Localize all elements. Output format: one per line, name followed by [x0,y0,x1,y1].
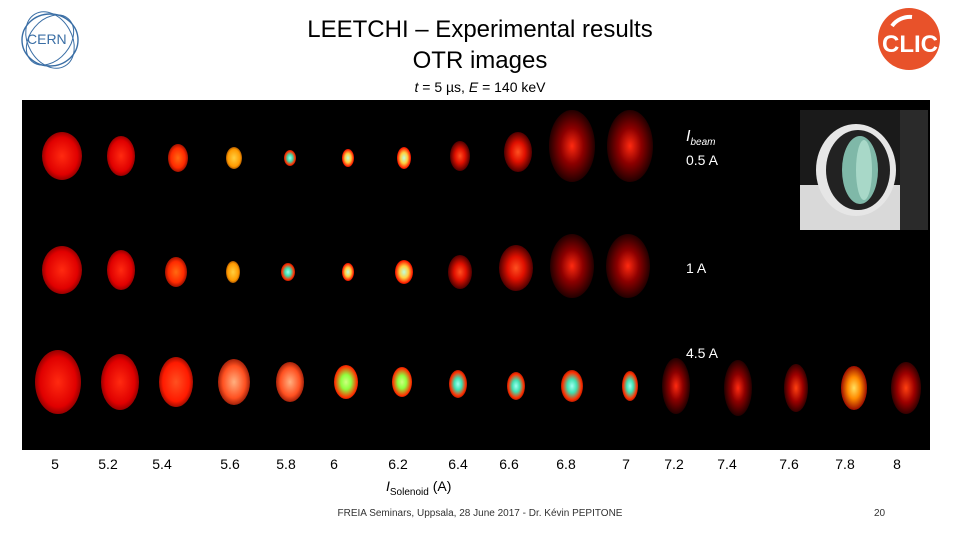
otr-spot [107,250,135,290]
otr-spot [107,136,135,176]
otr-image-panel: Ibeam 0.5 A 1 A 4.5 A [22,100,930,450]
otr-spot [42,246,82,294]
otr-spot [101,354,139,410]
cern-logo: CERN [21,11,79,69]
subtitle-e-value: = 140 keV [478,79,546,95]
title-line-1: LEETCHI – Experimental results [307,16,653,43]
otr-spot [276,362,304,402]
otr-spot [42,132,82,180]
otr-spot [724,360,752,416]
otr-spot [334,365,358,399]
slide-subtitle: t = 5 µs, E = 140 keV [0,79,960,95]
x-tick-label: 6.6 [499,456,519,472]
otr-spot [226,261,240,283]
otr-spot [284,150,296,166]
otr-spot [504,132,532,172]
x-tick-label: 6.2 [388,456,408,472]
x-tick-label: 6.8 [556,456,576,472]
otr-spot [218,359,250,405]
x-tick-label: 7.8 [835,456,855,472]
row-label-beam-symbol: I [686,128,691,145]
x-axis-label-symbol: I [386,478,390,494]
x-axis-label-sub: Solenoid [389,486,429,498]
row-label-0-5a: 0.5 A [686,152,718,168]
otr-spot [662,358,690,414]
x-axis-label-unit: (A) [428,478,452,494]
x-tick-label: 7.2 [664,456,684,472]
x-axis-label: ISolenoid (A) [386,478,451,498]
x-tick-label: 5 [51,456,59,472]
otr-screen-photo [800,110,928,230]
x-tick-label: 7 [622,456,630,472]
otr-spot [607,110,653,182]
x-tick-label: 6 [330,456,338,472]
x-tick-label: 8 [893,456,901,472]
otr-spot [35,350,81,414]
row-label-1a: 1 A [686,260,707,276]
cern-logo-text: CERN [27,31,67,47]
x-tick-label: 6.4 [448,456,468,472]
otr-spot [449,370,467,398]
otr-spot [226,147,242,169]
otr-spot [549,110,595,182]
x-tick-label: 5.2 [98,456,118,472]
clic-logo-text: CLIC [882,31,938,58]
otr-spot [395,260,413,284]
otr-spot [159,357,193,407]
otr-spot [499,245,533,291]
row-label-beam-sub: beam [690,136,716,148]
otr-spot [342,263,354,281]
otr-spot [281,263,295,281]
otr-spot [397,147,411,169]
clic-logo: CLIC [878,8,940,70]
slide-title: LEETCHI – Experimental results OTR image… [0,14,960,76]
subtitle-t: t [414,79,419,95]
x-tick-label: 5.6 [220,456,240,472]
otr-spot [550,234,594,298]
otr-spot [507,372,525,400]
otr-spot [622,371,638,401]
x-tick-label: 7.4 [717,456,737,472]
row-label-beam-current: Ibeam [686,128,715,148]
title-line-2: OTR images [412,47,548,74]
x-tick-label: 5.8 [276,456,296,472]
x-tick-label: 5.4 [152,456,172,472]
page-number: 20 [874,508,886,519]
row-label-4-5a: 4.5 A [686,345,718,361]
otr-spot [561,370,583,402]
otr-spot [165,257,187,287]
otr-spot [450,141,470,171]
otr-spot [784,364,808,412]
x-tick-label: 7.6 [779,456,799,472]
otr-spot [606,234,650,298]
otr-spot [168,144,188,172]
otr-spot [342,149,354,167]
otr-spot [891,362,921,414]
subtitle-e: E [468,79,479,95]
otr-spot [392,367,412,397]
footer-text: FREIA Seminars, Uppsala, 28 June 2017 - … [337,508,623,519]
otr-spot [841,366,867,410]
otr-spot [448,255,472,289]
subtitle-t-value: = 5 µs, [418,79,469,95]
